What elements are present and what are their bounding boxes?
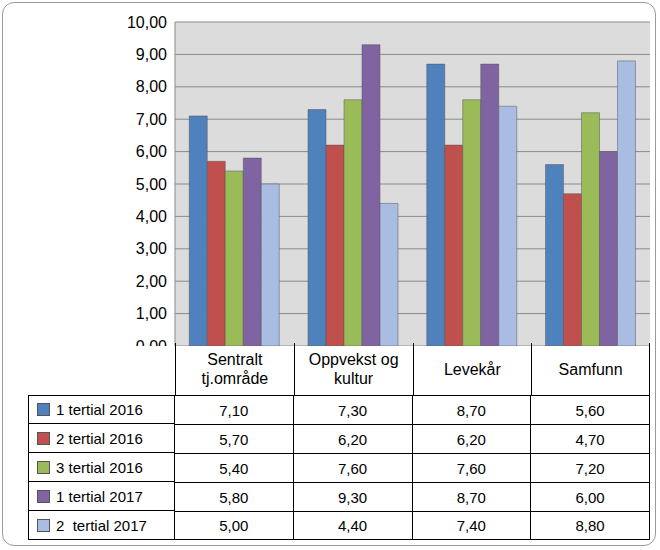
html-text:2 tertial 2016: 2 tertial 2016: [56, 429, 143, 447]
html-text:9,30: 9,30: [338, 488, 368, 506]
html-text:5,40: 5,40: [219, 459, 249, 477]
svg-text:6,00: 6,00: [136, 143, 167, 160]
svg-text:4,00: 4,00: [136, 208, 167, 225]
html-text:8,70: 8,70: [456, 401, 486, 419]
html-text:Samfunn: Samfunn: [558, 360, 623, 378]
html-text:6,20: 6,20: [456, 430, 486, 448]
svg-text:7,00: 7,00: [136, 111, 167, 128]
html-text:1 tertial 2016: 1 tertial 2016: [56, 401, 143, 418]
html-text:2 tertial 2017: 2 tertial 2017: [56, 516, 147, 534]
svg-text:2,00: 2,00: [136, 273, 167, 290]
html-text:Levekår: Levekår: [443, 360, 501, 378]
svg-text:8,00: 8,00: [136, 78, 167, 95]
html-text:Sentralt tj.område: Sentralt tj.område: [201, 351, 269, 387]
html-text:5,00: 5,00: [219, 517, 249, 534]
html-text:7,30: 7,30: [338, 401, 368, 419]
html-text:Oppvekst og kultur: Oppvekst og kultur: [308, 351, 399, 387]
html-text:7,40: 7,40: [456, 517, 486, 534]
html-text:7,60: 7,60: [456, 459, 486, 477]
svg-text:5,00: 5,00: [136, 176, 167, 193]
html-text:1 tertial 2017: 1 tertial 2017: [56, 487, 143, 505]
html-text:5,70: 5,70: [219, 430, 249, 448]
html-text:7,60: 7,60: [338, 459, 368, 477]
html-text:7,10: 7,10: [219, 401, 249, 419]
html-text:8,70: 8,70: [456, 488, 486, 506]
html-text:4,40: 4,40: [338, 517, 368, 534]
svg-text:9,00: 9,00: [136, 46, 167, 63]
html-text:3 tertial 2016: 3 tertial 2016: [56, 458, 143, 476]
html-text:4,70: 4,70: [575, 430, 605, 448]
html-text:6,00: 6,00: [575, 488, 605, 506]
html-text:7,20: 7,20: [575, 459, 605, 477]
svg-text:1,00: 1,00: [136, 305, 167, 322]
html-text:6,20: 6,20: [338, 430, 368, 448]
svg-text:3,00: 3,00: [136, 240, 167, 257]
html-text:5,60: 5,60: [575, 401, 605, 419]
svg-text:0,00: 0,00: [136, 338, 167, 346]
svg-text:10,00: 10,00: [127, 14, 167, 31]
html-text:8,80: 8,80: [575, 517, 605, 534]
html-text:5,80: 5,80: [219, 488, 249, 506]
